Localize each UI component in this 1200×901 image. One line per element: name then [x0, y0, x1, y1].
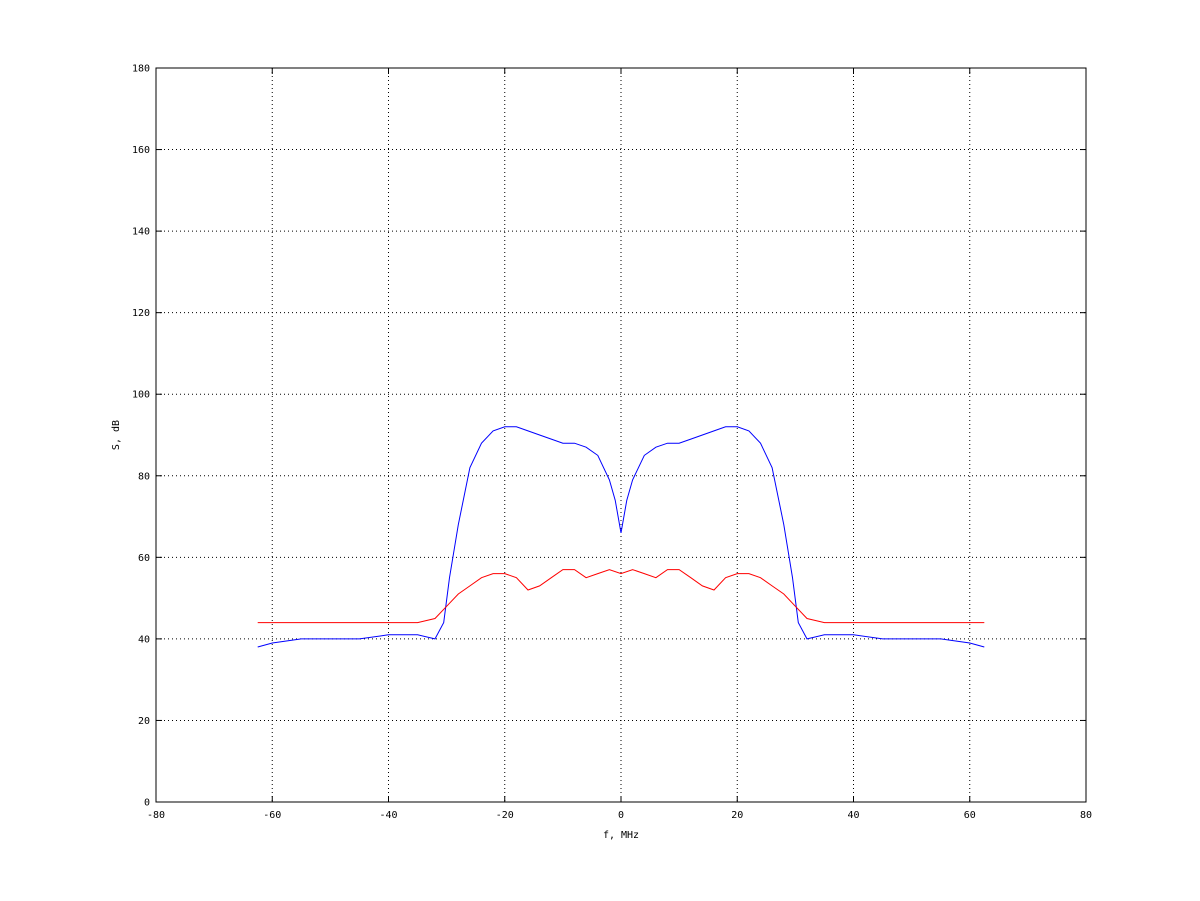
y-tick-label: 0	[144, 798, 150, 809]
x-tick-label: 20	[731, 810, 743, 821]
y-axis-label: S, dB	[111, 420, 122, 450]
x-tick-label: 40	[847, 810, 859, 821]
y-tick-label: 140	[132, 227, 150, 238]
x-tick-label: -40	[379, 810, 397, 821]
x-tick-label: 60	[964, 810, 976, 821]
y-tick-label: 20	[138, 716, 150, 727]
x-tick-label: -20	[496, 810, 514, 821]
y-tick-label: 160	[132, 145, 150, 156]
grid	[156, 68, 1086, 802]
y-tick-label: 40	[138, 634, 150, 645]
y-tick-label: 180	[132, 64, 150, 75]
x-tick-label: -80	[147, 810, 165, 821]
tick-labels: -80 -60 -40 -20 0 20 40 60 80 0 20 40 60 80 100 120 140 1…	[132, 64, 1092, 822]
plot-lines	[257, 426, 985, 648]
y-tick-label: 120	[132, 308, 150, 319]
y-tick-label: 80	[138, 471, 150, 482]
x-tick-label: 80	[1080, 810, 1092, 821]
x-tick-label: -60	[263, 810, 281, 821]
ticks	[155, 67, 1087, 803]
x-axis-label: f, MHz	[603, 830, 639, 841]
x-tick-label: 0	[618, 810, 624, 821]
y-tick-label: 60	[138, 553, 150, 564]
y-tick-label: 100	[132, 390, 150, 401]
series-line-2	[257, 569, 985, 624]
